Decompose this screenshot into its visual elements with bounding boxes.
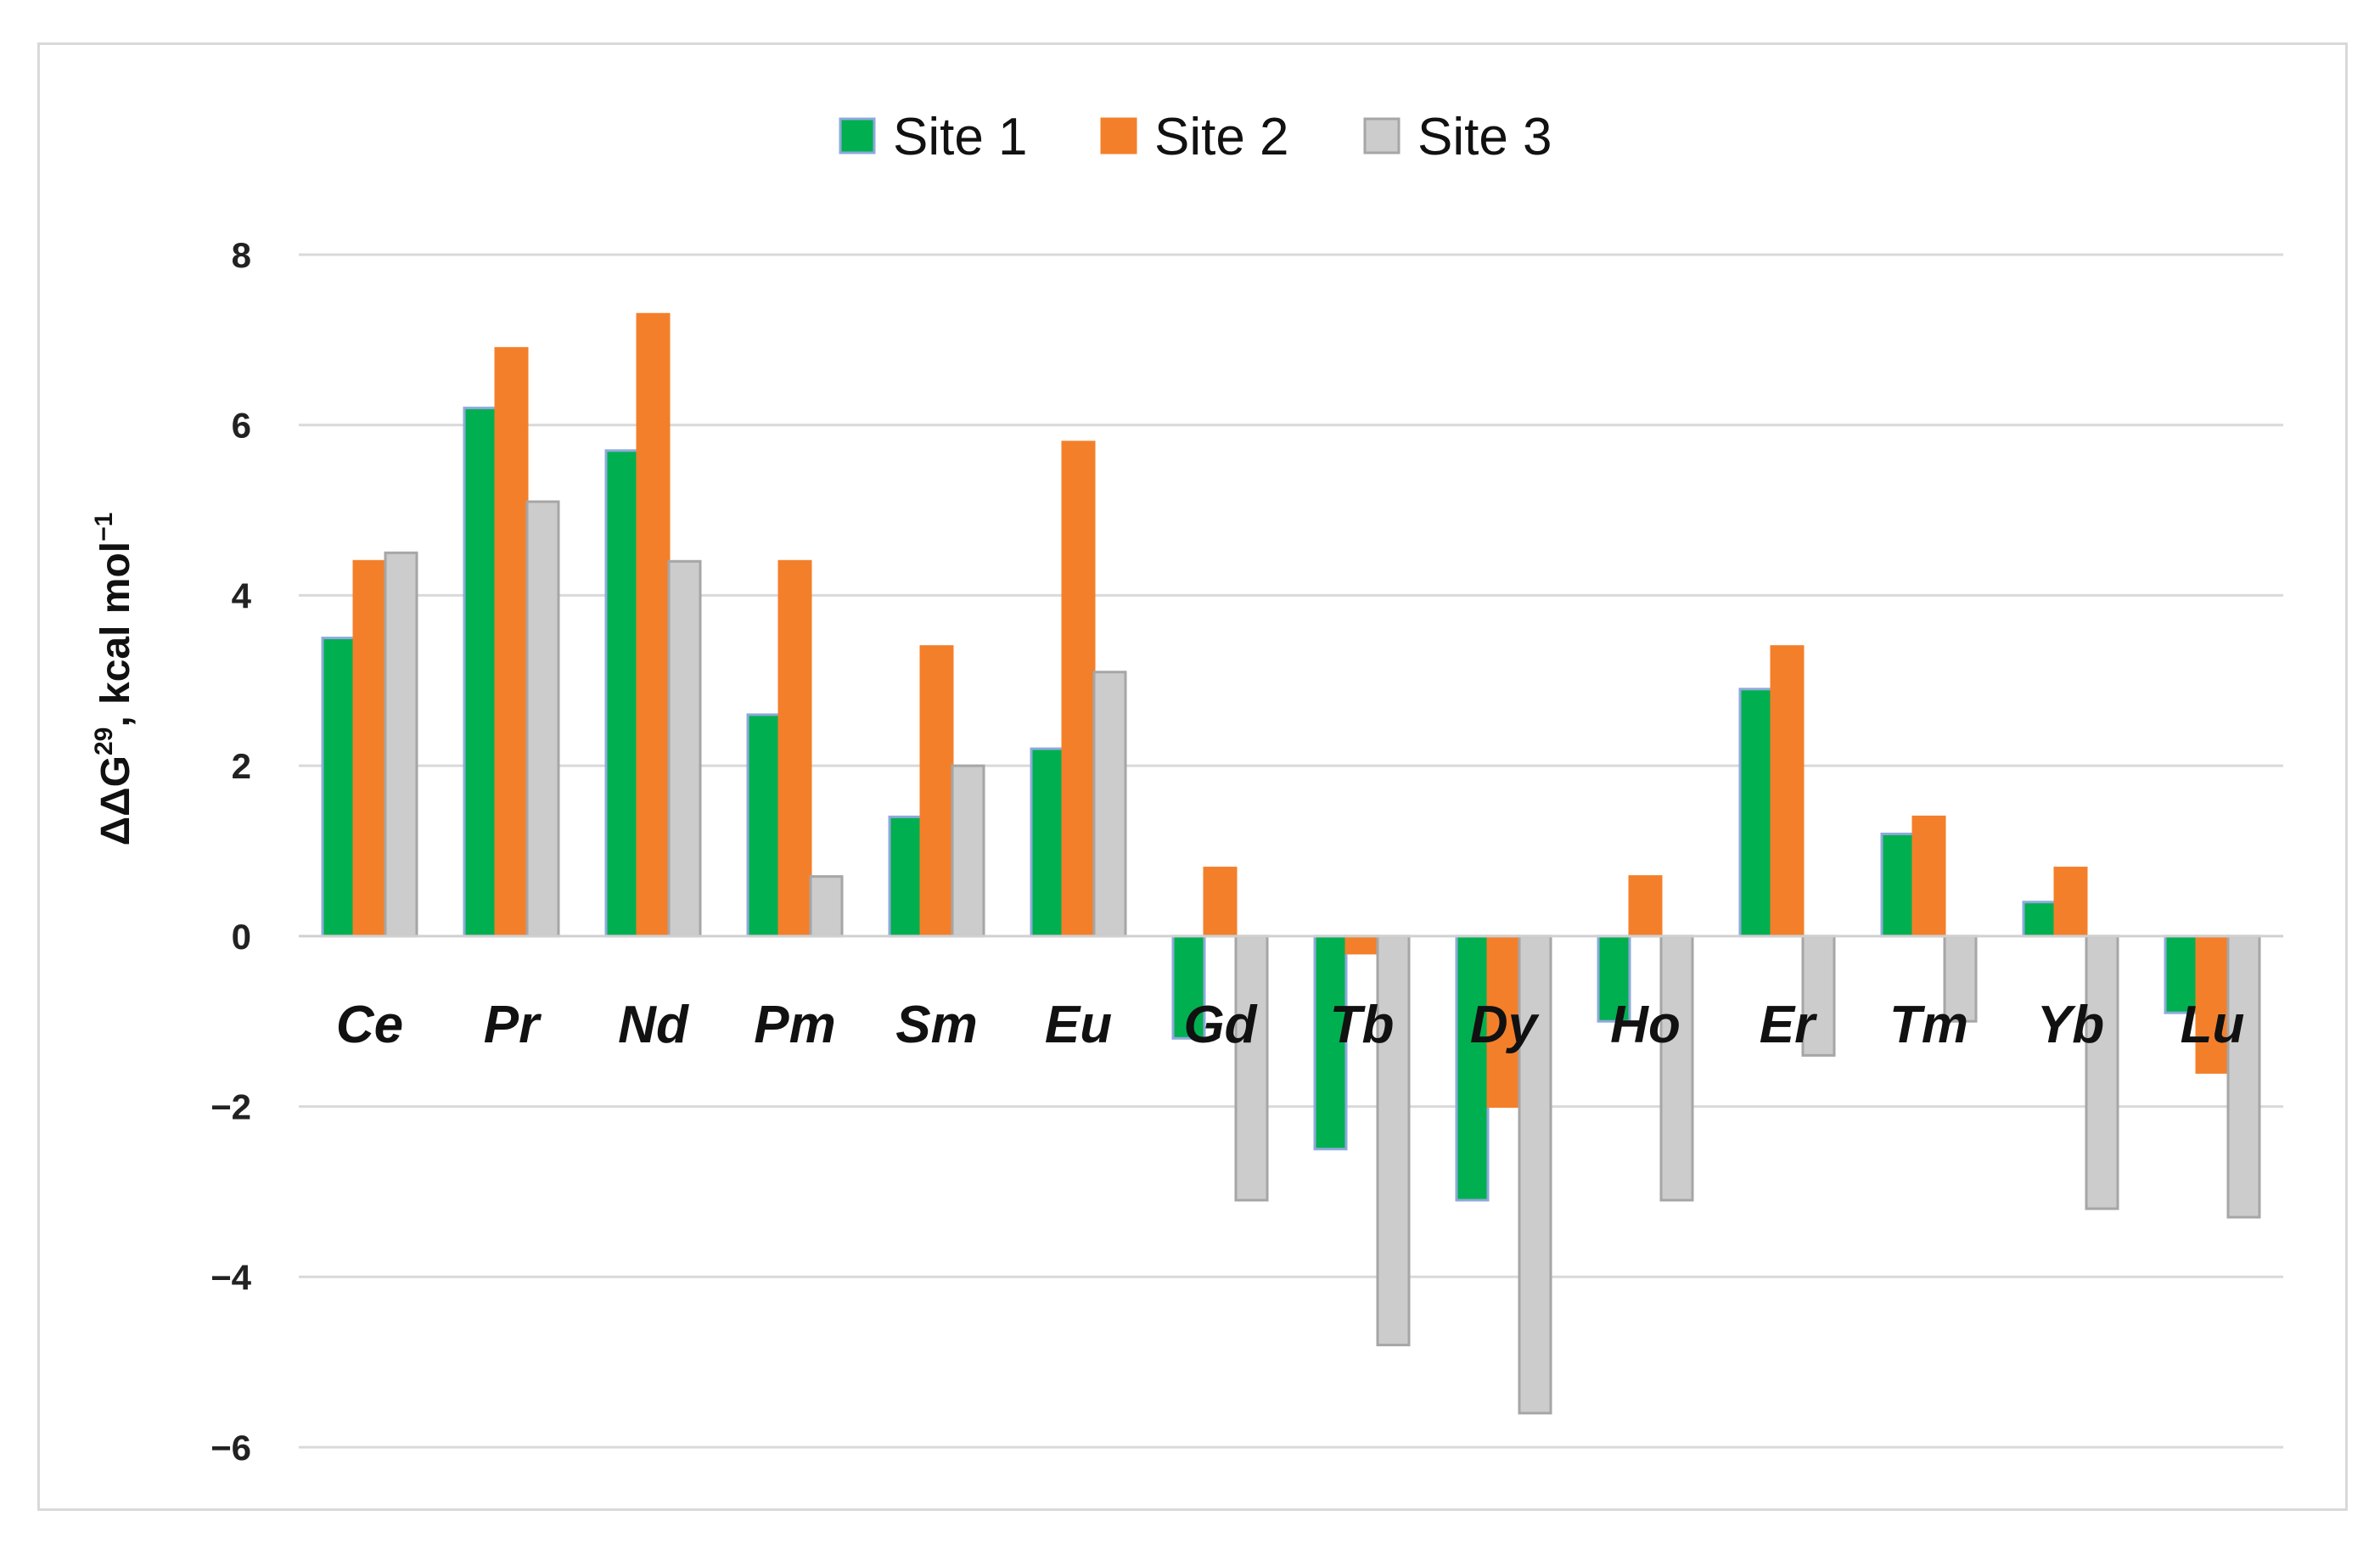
- bar-site-3-pr: [525, 500, 560, 938]
- bar-site-3-dy: [1518, 935, 1552, 1415]
- category-label: Lu: [2181, 996, 2245, 1054]
- y-axis-label-main: ΔΔG: [93, 755, 138, 845]
- bar-site-2-ho: [1628, 875, 1663, 938]
- bar-site-3-ce: [384, 551, 418, 938]
- category-label: Ce: [336, 996, 403, 1054]
- bar-site-3-er: [1801, 935, 1836, 1057]
- gridlines: [299, 253, 2283, 1449]
- bar-site-2-tb: [1344, 935, 1379, 955]
- category-labels: Ce Pr Nd Pm Sm Eu Gd Tb Dy Ho Er Tm Yb Lu: [336, 996, 2245, 1054]
- bar-site-2-pr: [494, 346, 529, 938]
- category-label: Er: [1760, 996, 1817, 1054]
- y-tick-label: 4: [232, 575, 252, 615]
- bar-site-2-nd: [636, 312, 671, 938]
- category-label: Nd: [618, 996, 689, 1054]
- category-label: Ho: [1610, 996, 1681, 1054]
- y-tick-labels: −6 −4 −2 0 2 4 6 8: [210, 235, 252, 1468]
- bar-site-1-er: [1738, 688, 1773, 938]
- bar-site-1-pr: [463, 407, 497, 938]
- bar-site-1-ce: [321, 637, 356, 938]
- bar-site-3-tb: [1376, 935, 1411, 1347]
- bar-site-3-sm: [951, 764, 985, 938]
- legend-swatch: [1363, 117, 1400, 154]
- y-tick-label: 0: [232, 917, 251, 957]
- y-tick-label: 8: [232, 235, 251, 275]
- y-axis-label-units: , kcal mol: [93, 542, 138, 727]
- category-label: Yb: [2037, 996, 2104, 1054]
- y-tick-label: −6: [210, 1428, 251, 1468]
- bar-site-1-pm: [746, 713, 781, 938]
- bar-site-2-dy: [1486, 935, 1521, 1109]
- legend-label: Site 2: [1154, 108, 1289, 166]
- legend: Site 1 Site 2 Site 3: [839, 108, 1552, 166]
- legend-label: Site 3: [1417, 108, 1552, 166]
- bar-site-2-yb: [2053, 867, 2088, 938]
- y-tick-label: −4: [210, 1257, 252, 1297]
- bar-site-1-eu: [1030, 747, 1064, 938]
- y-tick-label: 6: [232, 406, 251, 446]
- category-label: Pm: [754, 996, 835, 1054]
- category-label: Sm: [895, 996, 977, 1054]
- bar-site-1-ho: [1597, 935, 1631, 1023]
- category-label: Tm: [1889, 996, 1968, 1054]
- bar-site-3-tm: [1943, 935, 1978, 1023]
- bar-site-2-eu: [1061, 441, 1096, 938]
- bar-site-2-tm: [1911, 815, 1946, 938]
- bars: [321, 312, 2261, 1415]
- category-label: Tb: [1330, 996, 1395, 1054]
- bar-site-1-sm: [888, 815, 923, 938]
- bar-site-2-gd: [1203, 867, 1238, 938]
- legend-swatch: [1100, 117, 1137, 154]
- bar-site-1-gd: [1171, 935, 1206, 1040]
- category-label: Pr: [484, 996, 542, 1054]
- bar-site-1-nd: [604, 449, 639, 938]
- bar-site-2-ce: [352, 559, 387, 938]
- bar-site-2-sm: [919, 645, 954, 938]
- bar-site-1-tm: [1880, 832, 1915, 938]
- bar-site-3-yb: [2085, 935, 2119, 1210]
- bar-site-1-yb: [2022, 901, 2057, 938]
- y-tick-label: −2: [210, 1087, 251, 1127]
- y-axis-label: ΔΔG29, kcal mol−1: [90, 513, 138, 846]
- bar-site-3-ho: [1659, 935, 1694, 1202]
- legend-label: Site 1: [893, 108, 1028, 166]
- bar-site-1-lu: [2164, 935, 2198, 1014]
- bar-site-2-er: [1770, 645, 1805, 938]
- legend-swatch: [839, 117, 876, 154]
- bar-site-1-tb: [1313, 935, 1348, 1151]
- bar-site-1-dy: [1455, 935, 1490, 1202]
- y-axis-label-sup: 29: [90, 727, 118, 755]
- bar-site-3-eu: [1092, 671, 1127, 938]
- category-label: Eu: [1045, 996, 1112, 1054]
- bar-site-3-nd: [667, 559, 702, 938]
- bar-site-3-pm: [809, 875, 844, 938]
- category-label: Gd: [1183, 996, 1257, 1054]
- y-axis-label-units-sup: −1: [90, 513, 118, 542]
- y-tick-label: 2: [232, 746, 251, 786]
- chart-frame: [37, 42, 2348, 1511]
- category-label: Dy: [1470, 996, 1541, 1054]
- bar-site-2-pm: [777, 559, 812, 938]
- bar-site-3-gd: [1234, 935, 1269, 1202]
- bar-site-3-lu: [2226, 935, 2261, 1219]
